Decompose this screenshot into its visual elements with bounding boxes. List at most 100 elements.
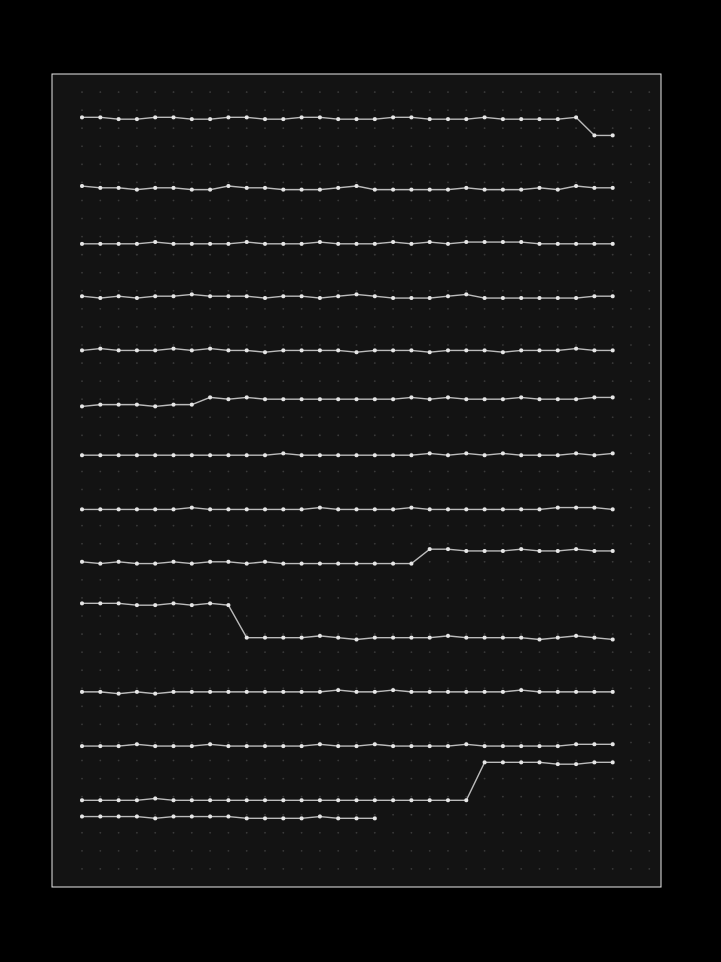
data-point [610, 133, 615, 138]
grid-dot [245, 868, 248, 870]
grid-dot [337, 669, 340, 672]
grid-dot [630, 452, 632, 455]
grid-dot [501, 795, 504, 798]
data-point [134, 603, 139, 608]
grid-dot [81, 759, 83, 762]
data-point [574, 241, 579, 246]
grid-dot [355, 145, 358, 148]
data-point [445, 241, 450, 246]
data-point [610, 742, 615, 747]
grid-dot [117, 91, 120, 93]
data-point [427, 689, 432, 694]
grid-dot [648, 831, 651, 834]
grid-dot [648, 307, 651, 310]
grid-dot [227, 669, 230, 672]
data-point [354, 184, 359, 189]
grid-dot [282, 199, 285, 202]
grid-dot [392, 524, 394, 527]
grid-dot [172, 163, 175, 166]
data-point [592, 742, 597, 747]
data-point [500, 350, 505, 355]
grid-dot [392, 91, 394, 93]
grid-dot [337, 181, 340, 184]
grid-dot [154, 163, 157, 166]
grid-dot [483, 560, 486, 563]
grid-dot [337, 524, 340, 527]
grid-dot [373, 145, 376, 148]
grid-dot [319, 849, 321, 852]
grid-dot [319, 91, 321, 93]
grid-dot [630, 542, 632, 545]
grid-dot [575, 705, 577, 708]
grid-dot [81, 434, 83, 437]
data-point [537, 689, 542, 694]
data-point [519, 507, 524, 512]
grid-dot [501, 542, 504, 545]
data-point [317, 742, 322, 747]
grid-dot [410, 271, 413, 274]
grid-dot [410, 759, 413, 762]
grid-dot [300, 813, 303, 816]
grid-dot [99, 741, 102, 744]
grid-dot [264, 849, 266, 852]
grid-dot [520, 669, 523, 672]
data-point [409, 798, 414, 803]
grid-dot [520, 362, 523, 364]
grid-dot [556, 271, 559, 274]
data-point [482, 548, 487, 553]
grid-dot [648, 633, 651, 635]
panel [51, 73, 662, 888]
grid-dot [392, 163, 394, 166]
grid-dot [428, 705, 431, 708]
grid-dot [538, 741, 541, 744]
grid-dot [154, 217, 157, 220]
grid-dot [81, 181, 83, 184]
grid-dot [117, 542, 120, 545]
grid-dot [575, 380, 577, 383]
grid-dot [520, 723, 523, 726]
grid-dot [428, 633, 431, 635]
grid-dot [520, 199, 523, 202]
grid-dot [410, 687, 413, 690]
grid-dot [465, 271, 468, 274]
data-point [555, 296, 560, 301]
grid-dot [483, 235, 486, 238]
grid-dot [630, 253, 632, 256]
grid-dot [410, 307, 413, 310]
grid-dot [520, 560, 523, 563]
data-point [208, 453, 213, 458]
grid-dot [300, 615, 303, 617]
data-point [134, 742, 139, 747]
data-point [263, 185, 268, 190]
grid-dot [611, 199, 614, 202]
grid-dot [392, 362, 394, 364]
grid-dot [392, 199, 394, 202]
grid-dot [209, 271, 212, 274]
grid-dot [282, 542, 285, 545]
grid-dot [447, 542, 449, 545]
grid-dot [227, 344, 230, 346]
grid-dot [209, 759, 212, 762]
grid-dot [319, 831, 321, 834]
grid-dot [538, 705, 541, 708]
grid-dot [447, 560, 449, 563]
grid-dot [410, 181, 413, 184]
grid-dot [538, 578, 541, 581]
grid-dot [300, 217, 303, 220]
grid-dot [172, 795, 175, 798]
grid-dot [300, 271, 303, 274]
data-point [354, 507, 359, 512]
grid-dot [337, 470, 340, 473]
grid-dot [373, 271, 376, 274]
grid-dot [520, 705, 523, 708]
grid-dot [447, 723, 449, 726]
grid-dot [209, 307, 212, 310]
grid-dot [648, 795, 651, 798]
grid-dot [190, 289, 193, 292]
grid-dot [337, 759, 340, 762]
grid-dot [611, 416, 614, 419]
grid-dot [538, 524, 541, 527]
grid-dot [300, 651, 303, 654]
grid-dot [648, 289, 651, 292]
grid-dot [190, 633, 193, 635]
